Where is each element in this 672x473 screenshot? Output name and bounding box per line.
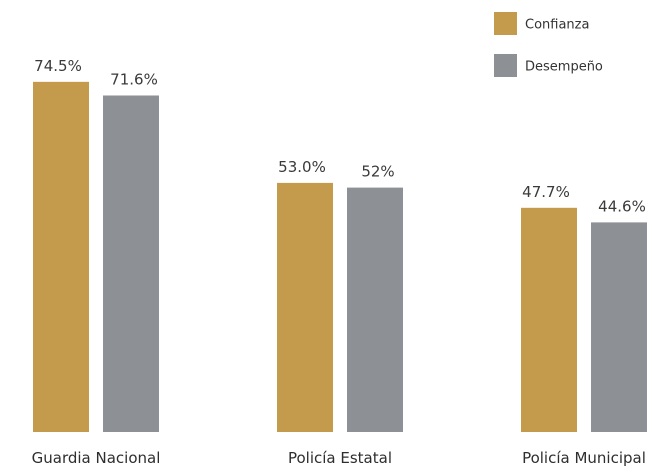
bar-desempeno-guardia-nacional [103, 95, 159, 432]
legend: Confianza Desempeño [494, 12, 603, 77]
bar-confianza-policia-estatal [277, 182, 333, 432]
value-label-desempeno-policia-municipal: 44.6% [598, 197, 646, 215]
value-label-desempeno-policia-estatal: 52% [361, 163, 394, 181]
legend-label-desempeno: Desempeño [525, 60, 603, 75]
bars-group [33, 81, 647, 432]
category-label-policia-estatal: Policía Estatal [288, 449, 392, 467]
category-labels-group: Guardia Nacional Policía Estatal Policía M… [32, 449, 646, 467]
value-labels-group: 74.5% 71.6% 53.0% 52% 47.7% 44.6% [34, 57, 646, 216]
value-label-confianza-policia-estatal: 53.0% [278, 158, 326, 176]
bar-desempeno-policia-municipal [591, 222, 647, 432]
category-label-policia-municipal: Policía Municipal [522, 449, 646, 467]
value-label-desempeno-guardia-nacional: 71.6% [110, 70, 158, 88]
category-label-guardia-nacional: Guardia Nacional [32, 449, 161, 467]
legend-swatch-confianza [494, 12, 517, 35]
legend-label-confianza: Confianza [525, 18, 589, 33]
bar-desempeno-policia-estatal [347, 187, 403, 432]
value-label-confianza-guardia-nacional: 74.5% [34, 57, 82, 75]
bar-confianza-policia-municipal [521, 207, 577, 432]
bar-confianza-guardia-nacional [33, 81, 89, 432]
value-label-confianza-policia-municipal: 47.7% [522, 183, 570, 201]
legend-swatch-desempeno [494, 54, 517, 77]
